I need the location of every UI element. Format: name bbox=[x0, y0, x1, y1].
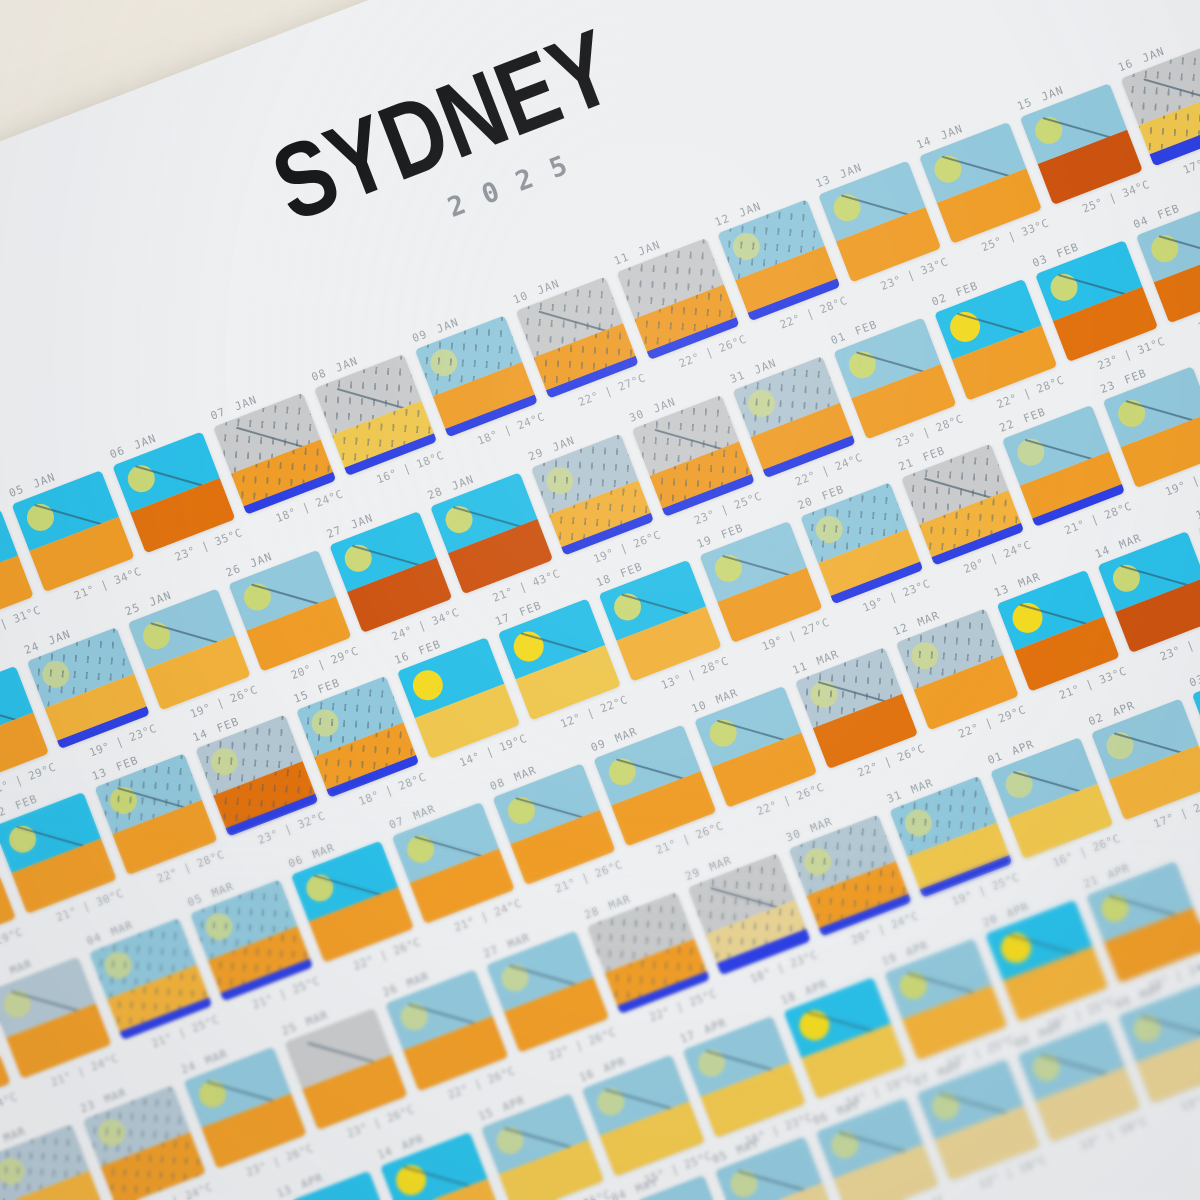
sun-icon bbox=[391, 1160, 431, 1200]
sun-icon bbox=[408, 665, 448, 705]
sun-icon bbox=[509, 627, 549, 666]
temperature-label: 22° | 29°C bbox=[0, 925, 25, 963]
sun-icon bbox=[945, 307, 985, 347]
sun-icon bbox=[1008, 598, 1047, 638]
temperature-label: 22° | 31°C bbox=[0, 603, 43, 642]
sun-icon bbox=[794, 1005, 834, 1045]
temperature-label: 20° | 24°C bbox=[0, 1090, 20, 1128]
sun-icon bbox=[996, 928, 1036, 968]
wind-line-icon bbox=[307, 1041, 377, 1064]
